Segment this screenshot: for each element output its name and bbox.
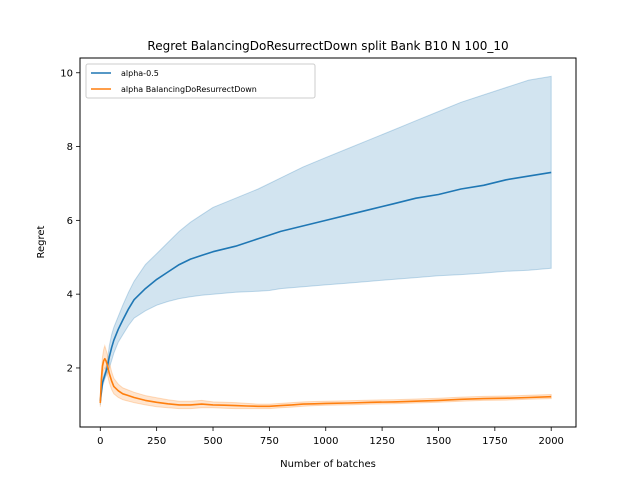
legend-label: alpha BalancingDoResurrectDown xyxy=(121,85,257,94)
x-tick-label: 1000 xyxy=(313,436,338,447)
series-2-confidence-band xyxy=(99,344,552,410)
x-tick-label: 2000 xyxy=(538,436,563,447)
series-2-line xyxy=(99,357,552,408)
legend: alpha-0.5 alpha BalancingDoResurrectDown xyxy=(85,63,316,99)
x-tick-label: 1500 xyxy=(426,436,451,447)
x-axis: 0 250 500 750 1000 1250 1500 1750 2000 xyxy=(97,427,564,447)
plot-area xyxy=(99,75,552,410)
x-tick-label: 500 xyxy=(203,436,222,447)
legend-label: alpha-0.5 xyxy=(121,69,159,78)
y-tick-label: 6 xyxy=(67,216,73,227)
legend-box xyxy=(85,63,316,99)
series-1-line xyxy=(99,171,552,402)
plot-frame xyxy=(79,57,577,428)
x-tick-label: 750 xyxy=(260,436,279,447)
y-tick-label: 4 xyxy=(67,290,73,301)
y-tick-label: 8 xyxy=(67,142,73,153)
series-1-confidence-band xyxy=(99,75,552,405)
y-tick-label: 10 xyxy=(60,68,73,79)
y-axis-label: Regret xyxy=(36,225,47,258)
y-tick-label: 2 xyxy=(67,363,73,374)
x-tick-label: 1750 xyxy=(482,436,507,447)
x-tick-label: 1250 xyxy=(369,436,394,447)
x-tick-label: 0 xyxy=(97,436,103,447)
x-axis-label: Number of batches xyxy=(280,459,376,470)
chart-title: Regret BalancingDoResurrectDown split Ba… xyxy=(147,39,508,53)
x-tick-label: 250 xyxy=(147,436,166,447)
y-axis: 2 4 6 8 10 xyxy=(60,68,80,374)
